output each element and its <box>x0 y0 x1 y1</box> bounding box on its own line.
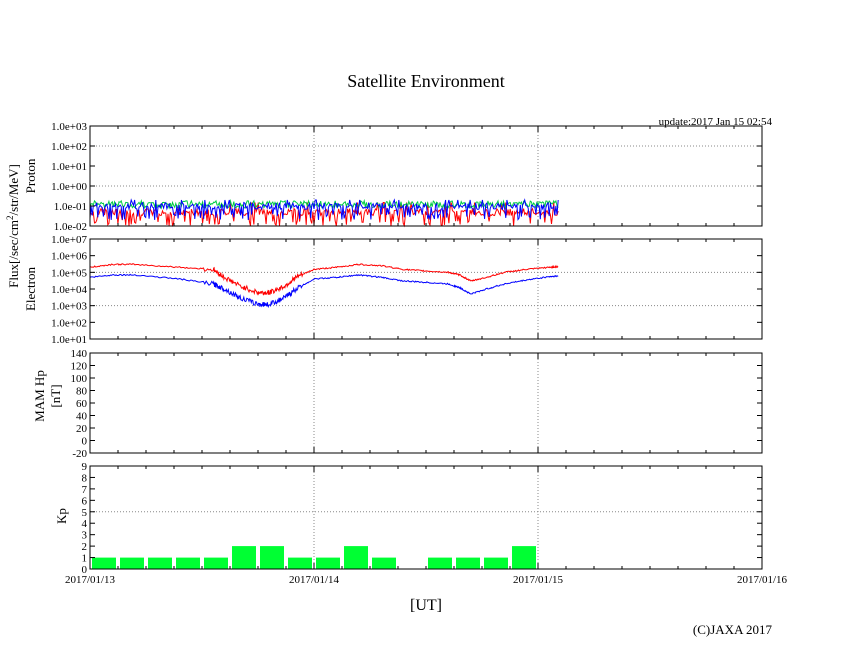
kp-bar <box>288 557 312 569</box>
flux-axis-label: Flux[/sec/cm2/str/MeV] <box>5 164 21 288</box>
flux-label-main: Flux[/sec/cm <box>6 220 21 288</box>
kp-bar <box>232 546 256 569</box>
kp-y-tick-label: 9 <box>82 461 88 473</box>
mam-y-tick-label: -20 <box>72 448 87 460</box>
mam-y-tick-label: 20 <box>76 423 88 435</box>
axis-ticks: 1.0e-02 1.0e-01 1.0e+00 1.0e+01 1.0e+02 1.0e+… <box>51 121 787 586</box>
mam-unit-label: [nT] <box>48 384 63 407</box>
electron-y-tick-label: 1.0e+04 <box>51 284 87 296</box>
kp-bar <box>260 546 284 569</box>
kp-bar <box>176 557 200 569</box>
kp-axis-label: Kp <box>54 508 69 524</box>
kp-y-tick-label: 7 <box>82 484 88 496</box>
kp-y-tick-label: 5 <box>82 507 88 519</box>
kp-y-tick-label: 6 <box>82 495 88 507</box>
flux-label-tail: /str/MeV] <box>6 164 21 215</box>
electron-high-line <box>90 263 559 296</box>
x-tick-label: 2017/01/16 <box>737 574 788 586</box>
kp-panel-frame <box>89 465 763 570</box>
kp-bar <box>204 557 228 569</box>
proton-y-tick-label: 1.0e+00 <box>51 181 87 193</box>
copyright: (C)JAXA 2017 <box>693 622 773 637</box>
panel-frames <box>89 125 763 570</box>
electron-y-tick-label: 1.0e+07 <box>51 234 87 246</box>
flux-label-superscript: 2 <box>5 215 15 220</box>
electron-y-tick-label: 1.0e+02 <box>51 317 87 329</box>
electron-y-tick-label: 1.0e+05 <box>51 267 87 279</box>
kp-bar <box>484 557 508 569</box>
mam-y-tick-label: 140 <box>71 348 88 360</box>
mam-y-tick-label: 100 <box>71 373 88 385</box>
electron-low-line <box>89 273 559 309</box>
kp-bar <box>512 546 536 569</box>
mam-y-tick-label: 40 <box>76 411 88 423</box>
proton-y-tick-label: 1.0e+02 <box>51 141 87 153</box>
kp-y-tick-label: 4 <box>82 518 88 530</box>
x-tick-label: 2017/01/13 <box>65 574 116 586</box>
kp-y-tick-label: 2 <box>82 541 88 553</box>
kp-y-tick-label: 8 <box>82 472 88 484</box>
kp-y-tick-label: 1 <box>82 553 88 565</box>
proton-y-tick-label: 1.0e+01 <box>51 161 87 173</box>
electron-y-tick-label: 1.0e+06 <box>51 251 87 263</box>
update-timestamp: update:2017 Jan 15 02:54 <box>659 116 773 128</box>
kp-y-tick-label: 3 <box>82 530 88 542</box>
chart-title: Satellite Environment <box>347 71 504 91</box>
kp-bar <box>372 557 396 569</box>
proton-y-tick-label: 1.0e+03 <box>51 121 87 133</box>
kp-bar <box>428 557 452 569</box>
proton-y-tick-label: 1.0e-01 <box>54 201 87 213</box>
kp-bar <box>456 557 480 569</box>
electron-y-tick-label: 1.0e+03 <box>51 301 87 313</box>
proton-axis-label: Proton <box>23 158 38 193</box>
kp-bar <box>344 546 368 569</box>
kp-bar <box>92 557 116 569</box>
proton-y-tick-label: 1.0e-02 <box>54 221 87 233</box>
proton-red-line <box>89 202 559 228</box>
electron-axis-label: Electron <box>23 266 38 311</box>
electron-panel-frame <box>89 238 763 340</box>
mam-axis-label: MAM Hp <box>32 370 47 422</box>
proton-blue-line <box>89 198 559 221</box>
mam-y-tick-label: 80 <box>76 386 88 398</box>
data-series <box>89 198 559 569</box>
x-tick-label: 2017/01/15 <box>513 574 564 586</box>
x-axis-label: [UT] <box>410 597 442 614</box>
mam-panel-frame <box>89 352 763 454</box>
x-tick-label: 2017/01/14 <box>289 574 340 586</box>
electron-y-tick-label: 1.0e+01 <box>51 334 87 346</box>
kp-bar <box>316 557 340 569</box>
mam-y-tick-label: 60 <box>76 398 88 410</box>
mam-y-tick-label: 120 <box>71 361 88 373</box>
grid-lines <box>90 126 762 569</box>
mam-y-tick-label: 0 <box>82 436 88 448</box>
kp-bar <box>120 557 144 569</box>
kp-bar <box>148 557 172 569</box>
kp-y-tick-label: 0 <box>82 564 88 576</box>
